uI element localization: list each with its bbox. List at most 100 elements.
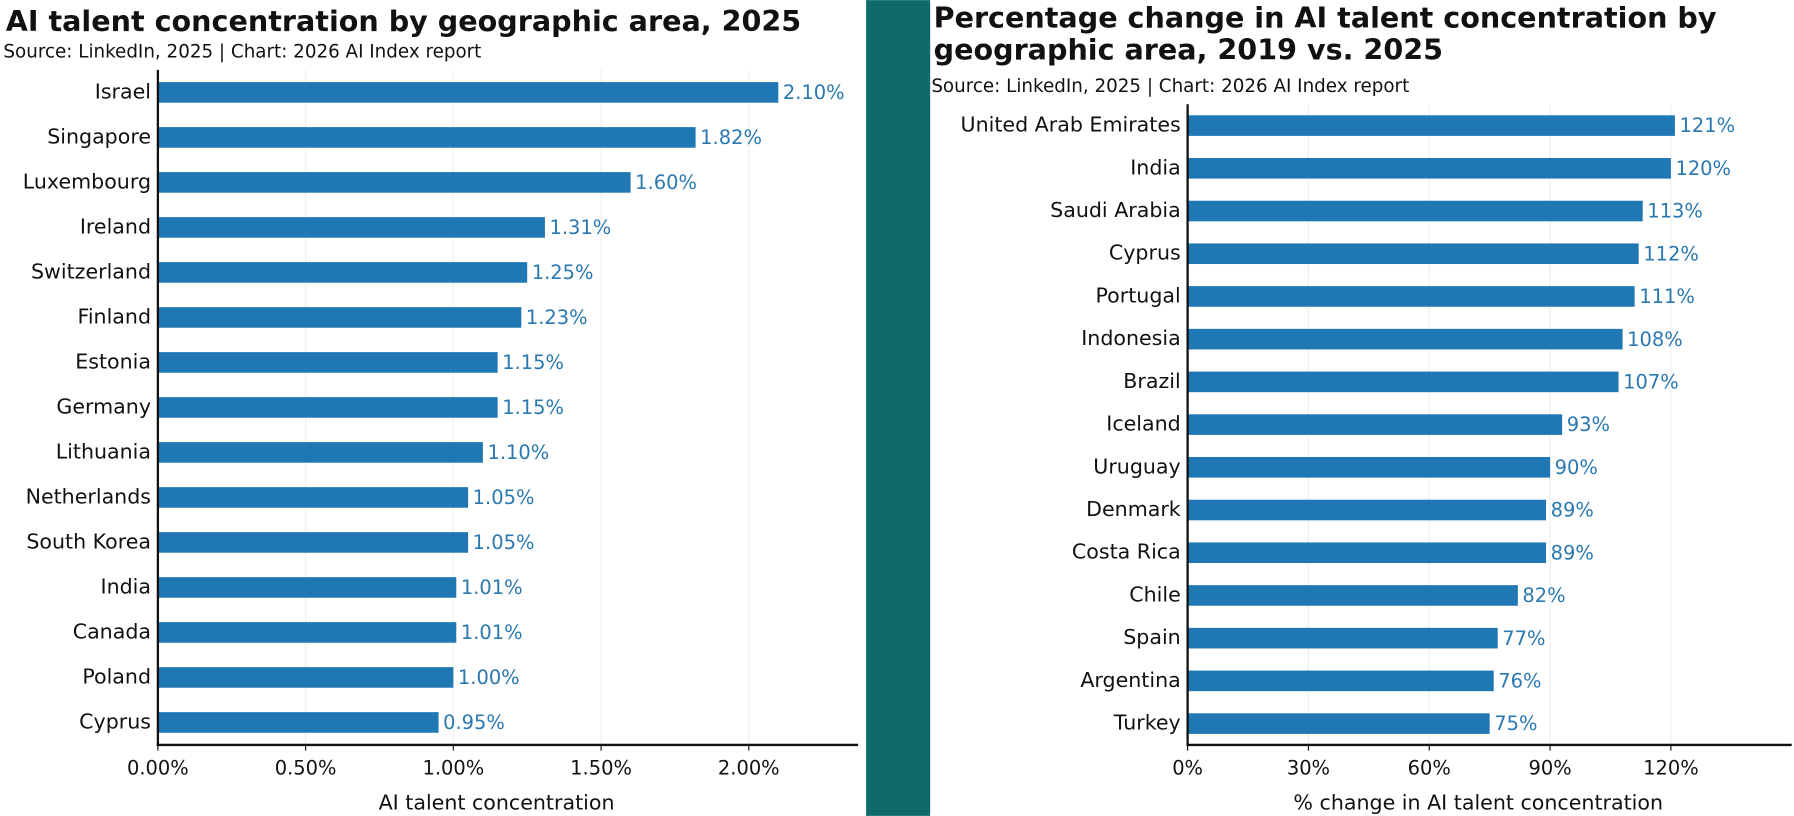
- bar: [157, 217, 545, 238]
- category-label: Portugal: [1096, 283, 1181, 307]
- bar: [157, 262, 528, 283]
- bar: [1187, 200, 1643, 222]
- x-tick-label: 1.00%: [422, 756, 484, 779]
- value-label: 1.05%: [473, 531, 535, 554]
- x-tick-label: 0%: [1172, 756, 1203, 779]
- category-label: Germany: [56, 394, 151, 418]
- bar: [157, 487, 469, 508]
- value-label: 1.15%: [502, 396, 564, 419]
- bar: [157, 127, 696, 148]
- bar: [157, 397, 498, 418]
- divider: [866, 0, 931, 816]
- value-label: 1.01%: [461, 576, 523, 599]
- category-label: Costa Rica: [1072, 540, 1181, 564]
- category-label: Chile: [1129, 582, 1181, 606]
- category-label: Uruguay: [1093, 454, 1180, 478]
- category-label: Brazil: [1123, 369, 1180, 393]
- value-label: 120%: [1675, 157, 1731, 180]
- value-label: 75%: [1494, 712, 1537, 735]
- bar: [1187, 414, 1563, 435]
- category-label: Saudi Arabia: [1050, 198, 1181, 222]
- value-label: 1.23%: [526, 306, 588, 329]
- category-label: Cyprus: [79, 709, 151, 733]
- bar: [1187, 243, 1639, 265]
- value-label: 2.10%: [783, 81, 845, 104]
- bar: [1187, 158, 1671, 179]
- bar: [1187, 115, 1675, 136]
- value-label: 90%: [1555, 456, 1598, 479]
- bar: [157, 532, 469, 553]
- category-label: Luxembourg: [23, 169, 151, 193]
- category-label: Denmark: [1086, 497, 1181, 521]
- x-axis-label: AI talent concentration: [379, 790, 615, 814]
- value-label: 1.15%: [502, 351, 564, 374]
- bar: [157, 82, 779, 103]
- value-label: 76%: [1498, 670, 1541, 693]
- bar: [1187, 499, 1547, 521]
- bar: [157, 307, 522, 328]
- category-label: Lithuania: [56, 439, 151, 463]
- bar: [157, 172, 631, 193]
- bar: [157, 577, 457, 598]
- category-label: United Arab Emirates: [961, 113, 1181, 137]
- bar: [1187, 371, 1619, 393]
- bar: [1187, 585, 1518, 606]
- x-tick-label: 30%: [1287, 756, 1330, 779]
- category-label: Turkey: [1113, 711, 1181, 735]
- value-label: 1.00%: [458, 666, 520, 689]
- value-label: 1.82%: [700, 126, 762, 149]
- category-label: India: [101, 574, 152, 598]
- bar: [1187, 713, 1490, 734]
- value-label: 89%: [1551, 541, 1594, 564]
- value-label: 1.01%: [461, 621, 523, 644]
- value-label: 82%: [1522, 584, 1565, 607]
- chart-title: AI talent concentration by geographic ar…: [6, 4, 801, 38]
- value-label: 1.25%: [532, 261, 594, 284]
- bar: [157, 667, 454, 688]
- category-label: Finland: [77, 304, 151, 328]
- value-label: 1.05%: [473, 486, 535, 509]
- x-tick-label: 60%: [1408, 756, 1451, 779]
- value-label: 1.10%: [487, 441, 549, 464]
- category-label: Spain: [1123, 625, 1181, 649]
- x-tick-label: 90%: [1528, 756, 1571, 779]
- category-label: Iceland: [1106, 412, 1180, 436]
- bar: [1187, 627, 1498, 649]
- category-label: Singapore: [47, 124, 151, 148]
- x-axis-label: % change in AI talent concentration: [1293, 790, 1663, 814]
- category-label: Switzerland: [31, 259, 151, 283]
- category-label: South Korea: [26, 529, 151, 553]
- value-label: 93%: [1567, 413, 1610, 436]
- category-label: Argentina: [1080, 668, 1180, 692]
- value-label: 113%: [1647, 200, 1703, 223]
- category-label: Canada: [73, 619, 151, 643]
- category-label: Israel: [95, 79, 151, 103]
- chart-title: geographic area, 2019 vs. 2025: [934, 33, 1443, 67]
- bar: [1187, 670, 1494, 692]
- bar: [157, 352, 498, 373]
- bar: [1187, 286, 1635, 307]
- value-label: 121%: [1679, 114, 1735, 137]
- bar: [157, 622, 457, 643]
- bar: [1187, 542, 1547, 564]
- bar: [157, 712, 439, 733]
- category-label: Ireland: [80, 214, 151, 238]
- category-label: Estonia: [75, 349, 151, 373]
- value-label: 108%: [1627, 328, 1683, 351]
- bar: [157, 442, 483, 463]
- value-label: 1.60%: [635, 171, 697, 194]
- value-label: 111%: [1639, 285, 1695, 308]
- category-label: Netherlands: [26, 484, 151, 508]
- bar: [1187, 457, 1551, 478]
- value-label: 0.95%: [443, 711, 505, 734]
- category-label: India: [1130, 155, 1181, 179]
- x-tick-label: 0.00%: [127, 756, 189, 779]
- chart-subtitle: Source: LinkedIn, 2025 | Chart: 2026 AI …: [931, 76, 1409, 97]
- category-label: Poland: [82, 664, 151, 688]
- x-tick-label: 1.50%: [570, 756, 632, 779]
- x-tick-label: 120%: [1643, 756, 1699, 779]
- value-label: 107%: [1623, 371, 1679, 394]
- chart-title: Percentage change in AI talent concentra…: [934, 1, 1717, 35]
- value-label: 112%: [1643, 242, 1699, 265]
